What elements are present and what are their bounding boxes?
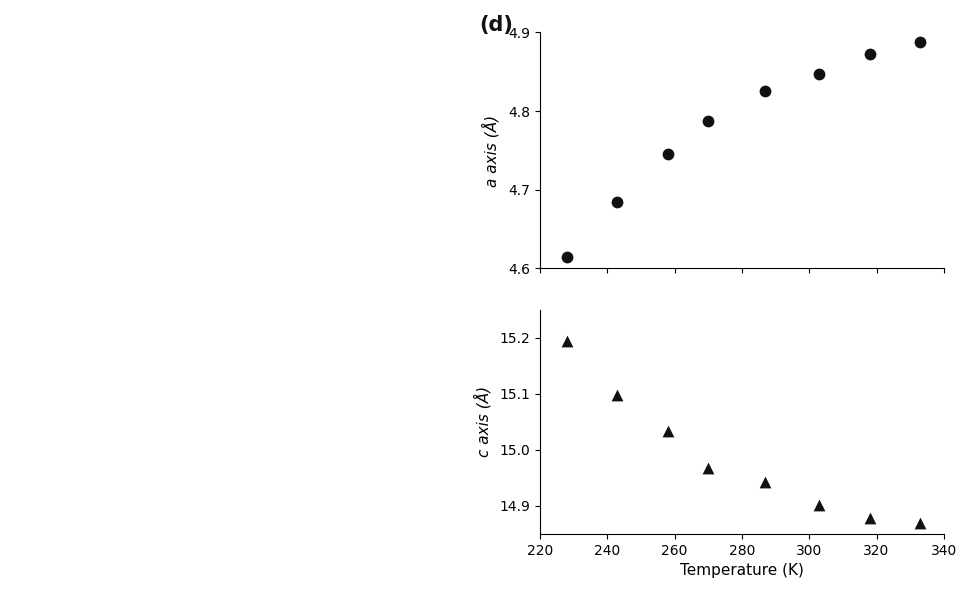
Y-axis label: a axis (Å): a axis (Å) bbox=[483, 114, 500, 186]
Point bbox=[758, 477, 774, 487]
Point bbox=[862, 513, 878, 523]
Point bbox=[660, 427, 675, 436]
Point bbox=[610, 197, 626, 206]
Point bbox=[559, 252, 575, 261]
Point bbox=[660, 150, 675, 159]
Point bbox=[913, 37, 928, 47]
Point bbox=[559, 336, 575, 345]
Point bbox=[701, 117, 716, 126]
Point bbox=[811, 500, 827, 510]
Point bbox=[811, 70, 827, 79]
Point bbox=[610, 390, 626, 399]
Point bbox=[913, 518, 928, 527]
Point bbox=[758, 87, 774, 96]
Point bbox=[701, 463, 716, 473]
X-axis label: Temperature (K): Temperature (K) bbox=[680, 563, 804, 578]
Y-axis label: c axis (Å): c axis (Å) bbox=[474, 386, 491, 457]
Point bbox=[862, 49, 878, 58]
Text: (d): (d) bbox=[480, 15, 514, 35]
